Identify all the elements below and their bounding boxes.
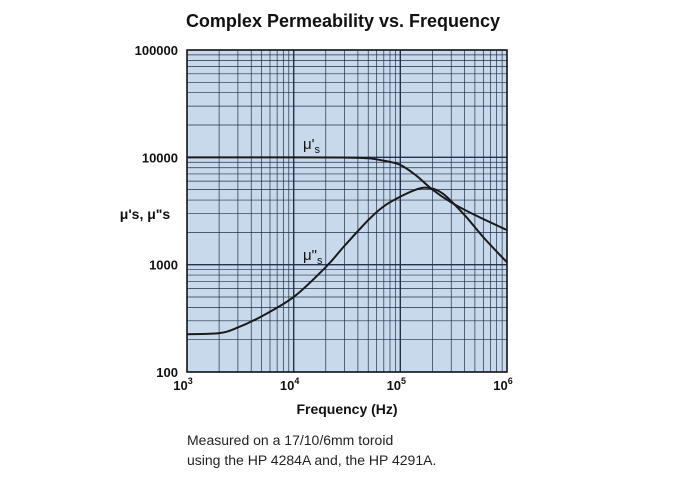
series-label-mu-prime: μ's — [303, 136, 321, 156]
series-group — [186, 156, 508, 336]
x-tick-label: 105 — [387, 376, 406, 393]
x-tick-label: 106 — [493, 376, 512, 393]
series-label-sub: s — [317, 255, 323, 267]
y-tick-label: 10000 — [142, 150, 178, 165]
plot-border — [186, 49, 508, 373]
svg-text:μ"s: μ"s — [303, 247, 323, 267]
y-tick-label: 1000 — [149, 258, 178, 273]
x-tick-label: 104 — [280, 376, 299, 393]
series-label-main: μ' — [303, 136, 315, 153]
caption-line-2: using the HP 4284A and, the HP 4291A. — [187, 452, 437, 468]
x-tick-label: 103 — [173, 376, 192, 393]
y-tick-label: 100 — [156, 365, 178, 380]
series-line-mu-double-prime — [186, 186, 508, 336]
x-axis-label: Frequency (Hz) — [296, 401, 397, 417]
y-tick-labels: 100000 10000 1000 100 — [135, 43, 178, 380]
y-axis-label: μ's, μ"s — [120, 206, 171, 222]
series-label-sub: s — [315, 144, 321, 156]
chart-title: Complex Permeability vs. Frequency — [186, 11, 500, 31]
plot-area — [187, 50, 507, 372]
x-tick-labels: 103 104 105 106 — [173, 376, 512, 393]
series-label-main: μ" — [303, 247, 317, 264]
svg-text:μ's: μ's — [303, 136, 321, 156]
caption-line-1: Measured on a 17/10/6mm toroid — [187, 432, 394, 448]
y-tick-label: 100000 — [135, 43, 178, 58]
series-label-mu-double-prime: μ"s — [303, 247, 323, 267]
